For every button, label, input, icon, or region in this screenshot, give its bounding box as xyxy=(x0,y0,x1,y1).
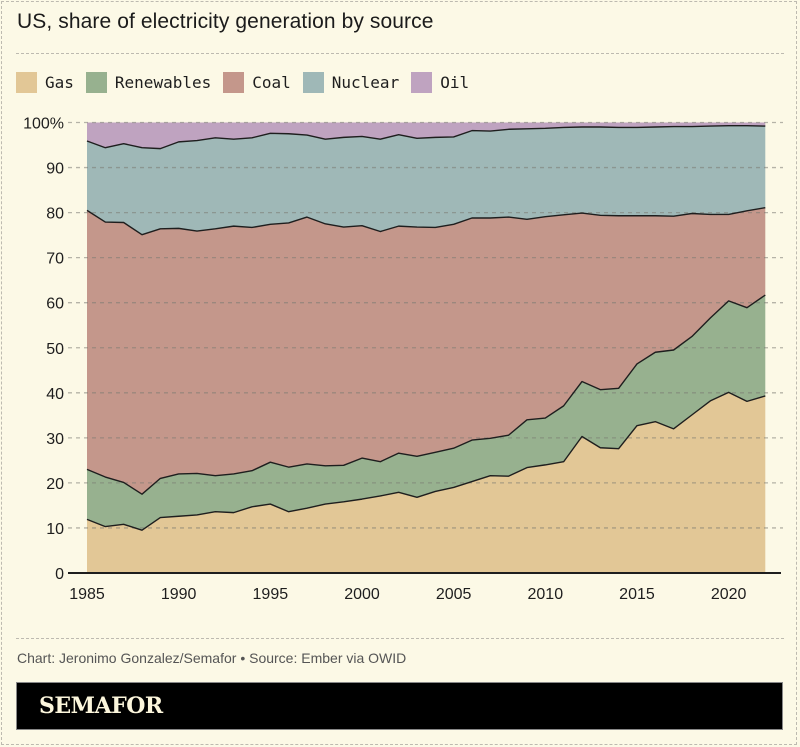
legend-label-nuclear: Nuclear xyxy=(331,73,400,92)
y-tick-label-80: 80 xyxy=(46,206,64,223)
area-oil xyxy=(87,122,766,149)
gridlines xyxy=(68,121,783,529)
semafor-logo: SEMAFOR xyxy=(39,693,163,719)
y-tick-label-30: 30 xyxy=(46,431,64,448)
line-top-renewables xyxy=(86,294,766,495)
legend-swatch-oil xyxy=(411,72,433,93)
footer-separator xyxy=(16,638,784,639)
y-tick-label-10: 10 xyxy=(46,521,64,538)
legend-swatch-coal xyxy=(223,72,245,93)
x-tick-label-2010: 2010 xyxy=(528,586,564,603)
chart-title: US, share of electricity generation by s… xyxy=(17,10,434,33)
line-top-coal xyxy=(86,206,766,236)
area-gas xyxy=(87,392,766,573)
line-top-gas xyxy=(86,391,766,531)
legend-label-gas: Gas xyxy=(45,73,74,92)
y-axis-ticks: 0 10 20 30 40 50 60 70 80 90 100% xyxy=(23,116,64,584)
x-axis-ticks: 1985 1990 1995 2000 2005 2010 2015 2020 xyxy=(69,586,746,603)
area-layers xyxy=(87,122,766,573)
y-tick-label-0: 0 xyxy=(55,566,64,583)
y-tick-label-20: 20 xyxy=(46,476,64,493)
legend-item-oil: Oil xyxy=(411,72,469,93)
stacked-area-chart: 0 10 20 30 40 50 60 70 80 90 100% 1985 1990 1995 2000… xyxy=(23,116,783,603)
area-coal xyxy=(87,207,766,495)
y-tick-label-100: 100% xyxy=(23,116,64,133)
legend-swatch-nuclear xyxy=(302,72,324,93)
y-tick-label-40: 40 xyxy=(46,386,64,403)
legend-label-renewables: Renewables xyxy=(114,73,212,92)
brand-banner: SEMAFOR xyxy=(16,682,783,730)
series-boundary-lines xyxy=(86,124,766,531)
x-tick-label-2015: 2015 xyxy=(619,586,655,603)
x-tick-label-2000: 2000 xyxy=(344,586,380,603)
source-credit: Chart: Jeronimo Gonzalez/Semafor • Sourc… xyxy=(17,650,407,666)
y-tick-label-90: 90 xyxy=(46,161,64,178)
x-tick-label-2005: 2005 xyxy=(436,586,472,603)
legend-label-oil: Oil xyxy=(440,73,470,92)
legend: Gas Renewables Coal Nuclear Oil xyxy=(16,72,481,93)
x-tick-label-1985: 1985 xyxy=(69,586,105,603)
legend-item-gas: Gas xyxy=(16,72,74,93)
line-top-nuclear xyxy=(86,124,766,150)
area-nuclear xyxy=(87,125,766,235)
title-separator xyxy=(16,53,784,54)
legend-item-renewables: Renewables xyxy=(85,72,212,93)
x-tick-label-1995: 1995 xyxy=(253,586,289,603)
legend-swatch-gas xyxy=(16,72,37,93)
area-renewables xyxy=(87,295,766,531)
legend-item-nuclear: Nuclear xyxy=(302,72,400,93)
legend-item-coal: Coal xyxy=(223,72,291,93)
y-tick-label-50: 50 xyxy=(46,341,64,358)
legend-swatch-renewables xyxy=(85,72,107,93)
x-tick-label-2020: 2020 xyxy=(711,586,747,603)
x-tick-label-1990: 1990 xyxy=(161,586,197,603)
legend-label-coal: Coal xyxy=(252,73,291,92)
y-tick-label-60: 60 xyxy=(46,296,64,313)
y-tick-label-70: 70 xyxy=(46,251,64,268)
